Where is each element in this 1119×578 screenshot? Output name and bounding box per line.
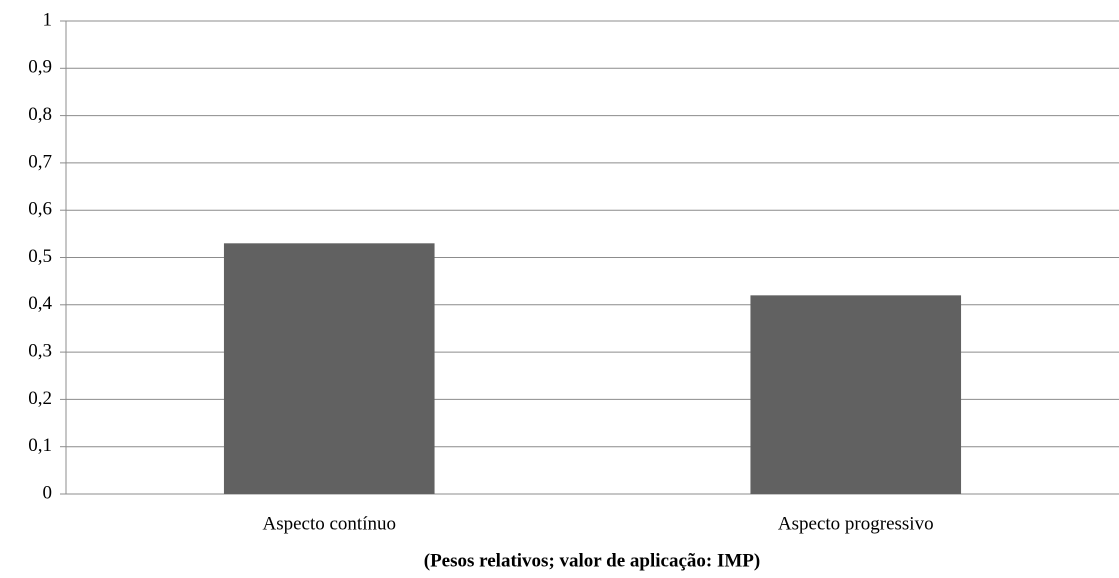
bar [750,295,962,494]
x-tick-label: Aspecto progressivo [778,513,934,534]
bar [223,243,435,494]
y-tick-label: 0,7 [28,151,52,172]
y-tick-label: 1 [43,9,53,30]
y-tick-label: 0,4 [28,293,52,314]
y-tick-label: 0,6 [28,199,52,220]
y-tick-label: 0,5 [28,246,52,267]
x-tick-label: Aspecto contínuo [262,513,396,534]
y-tick-label: 0,2 [28,388,52,409]
y-tick-label: 0,9 [28,57,52,78]
x-axis-title: (Pesos relativos; valor de aplicação: IM… [424,550,760,571]
y-tick-label: 0,1 [28,435,52,456]
y-tick-label: 0,3 [28,340,52,361]
y-tick-label: 0 [43,482,53,503]
y-tick-label: 0,8 [28,104,52,125]
